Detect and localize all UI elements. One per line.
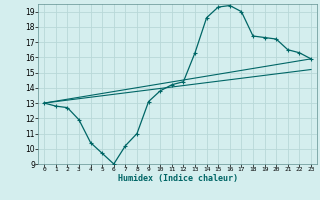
X-axis label: Humidex (Indice chaleur): Humidex (Indice chaleur) bbox=[118, 174, 238, 183]
